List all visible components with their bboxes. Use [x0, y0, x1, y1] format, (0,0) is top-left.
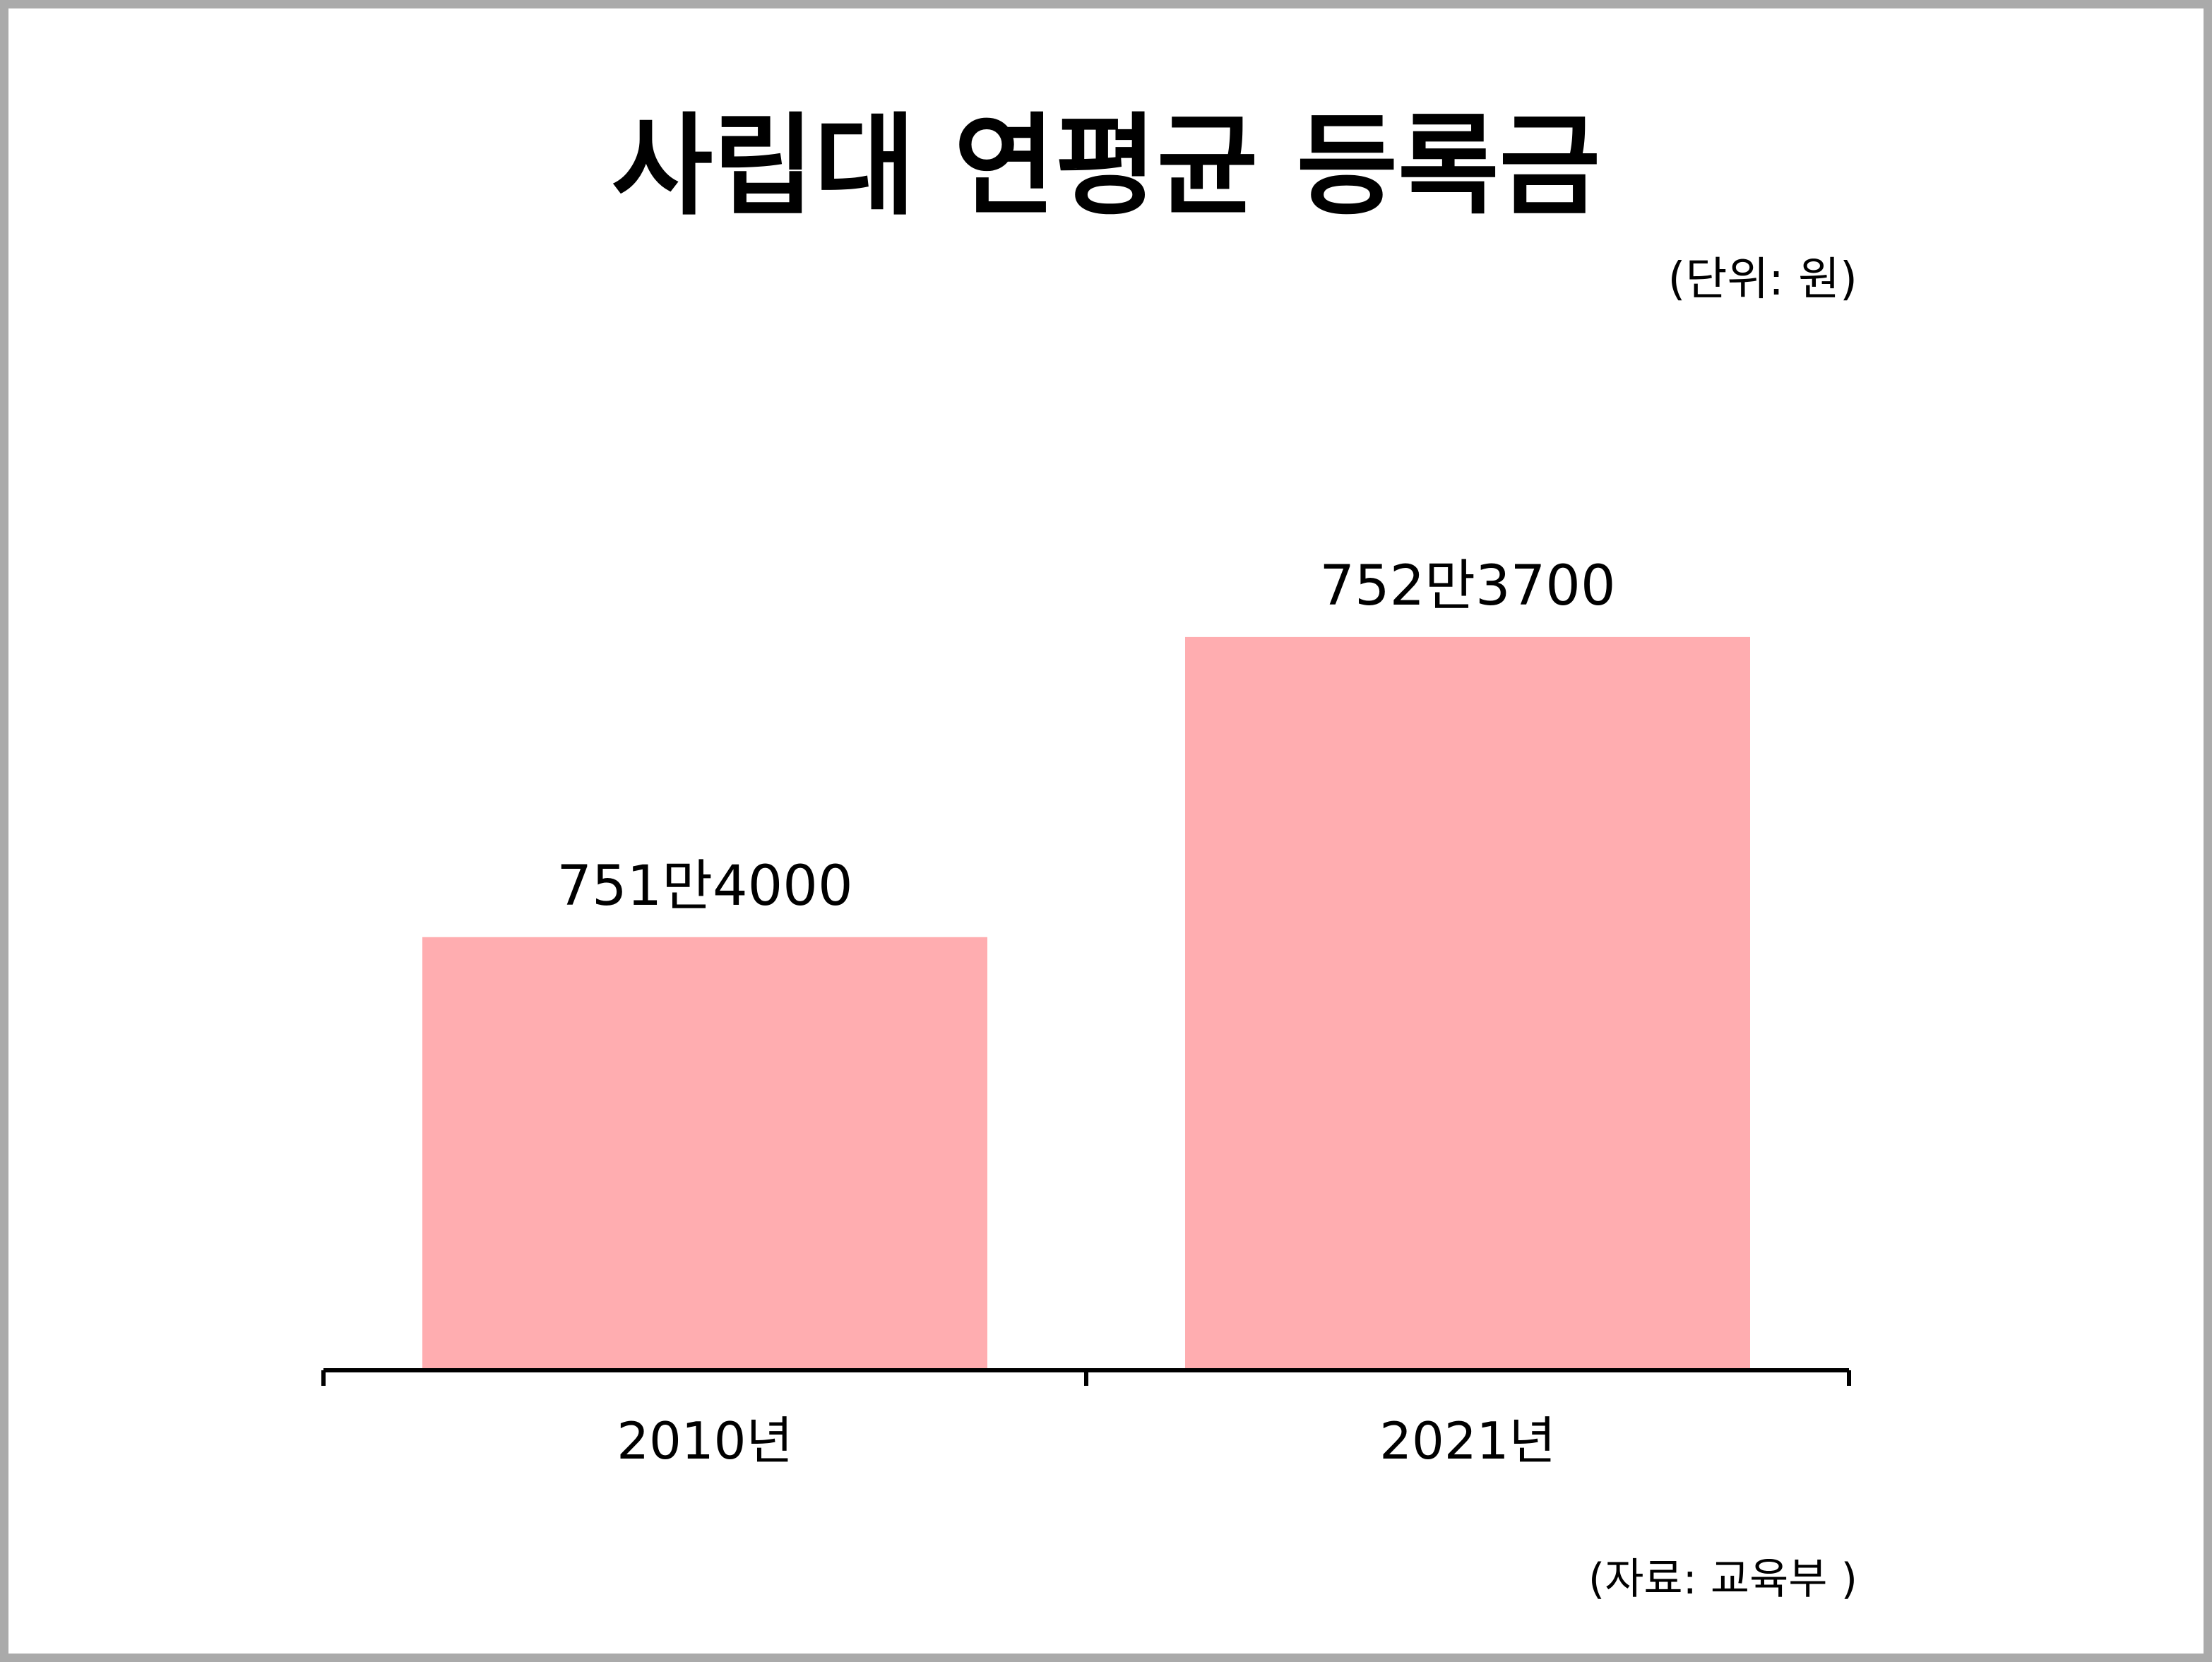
x-tick-label-1: 2021년: [1379, 1411, 1555, 1471]
unit-note: (단위: 원): [1667, 254, 1857, 306]
bar-1: [1185, 636, 1750, 1370]
bar-0: [422, 937, 987, 1370]
bar-chart-plot: 751만4000 2010년 752만3700 2021년: [321, 554, 1851, 1471]
x-tick-label-0: 2010년: [617, 1411, 792, 1471]
bar-value-label-0: 751만4000: [557, 855, 852, 918]
source-note: (자료: 교육부 ): [1588, 1555, 1857, 1604]
chart-title: 사립대 연평균 등록금: [611, 102, 1601, 230]
bar-value-label-1: 752만3700: [1319, 554, 1615, 618]
